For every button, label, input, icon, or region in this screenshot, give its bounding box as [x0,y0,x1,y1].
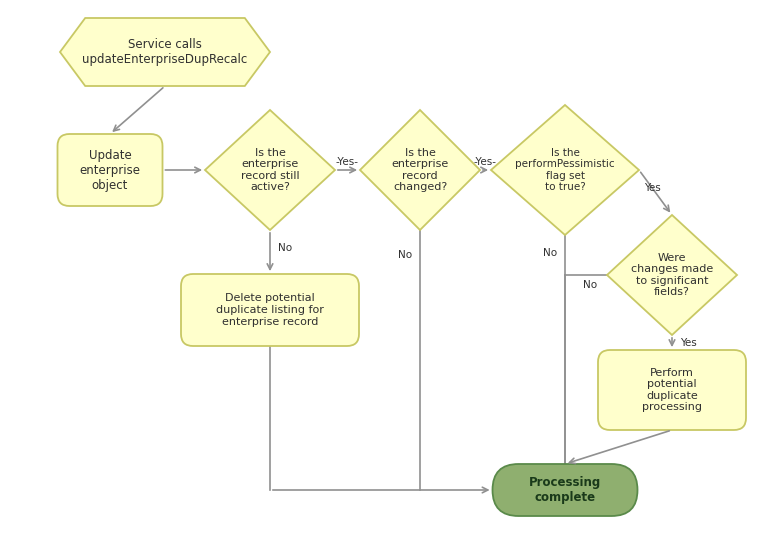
FancyBboxPatch shape [598,350,746,430]
Text: Perform
potential
duplicate
processing: Perform potential duplicate processing [642,368,702,412]
FancyBboxPatch shape [58,134,163,206]
Polygon shape [205,110,335,230]
Text: Processing
complete: Processing complete [529,476,601,504]
Text: Is the
enterprise
record
changed?: Is the enterprise record changed? [391,148,449,192]
Text: No: No [278,243,292,253]
FancyBboxPatch shape [492,464,637,516]
Text: -Yes-: -Yes- [474,157,497,167]
Text: Is the
performPessimistic
flag set
to true?: Is the performPessimistic flag set to tr… [515,148,615,192]
Text: No: No [398,250,412,260]
Text: No: No [543,248,557,258]
Text: Yes: Yes [680,338,696,348]
Polygon shape [607,215,737,335]
Polygon shape [60,18,270,86]
Text: Yes: Yes [644,183,660,193]
Text: No: No [583,280,597,290]
Text: Update
enterprise
object: Update enterprise object [80,148,140,192]
Text: Service calls
updateEnterpriseDupRecalc: Service calls updateEnterpriseDupRecalc [82,38,248,66]
Polygon shape [360,110,480,230]
FancyBboxPatch shape [181,274,359,346]
Text: Were
changes made
to significant
fields?: Were changes made to significant fields? [631,252,713,298]
Text: Is the
enterprise
record still
active?: Is the enterprise record still active? [241,148,299,192]
Text: -Yes-: -Yes- [336,157,359,167]
Text: Delete potential
duplicate listing for
enterprise record: Delete potential duplicate listing for e… [216,293,324,326]
Polygon shape [491,105,639,235]
